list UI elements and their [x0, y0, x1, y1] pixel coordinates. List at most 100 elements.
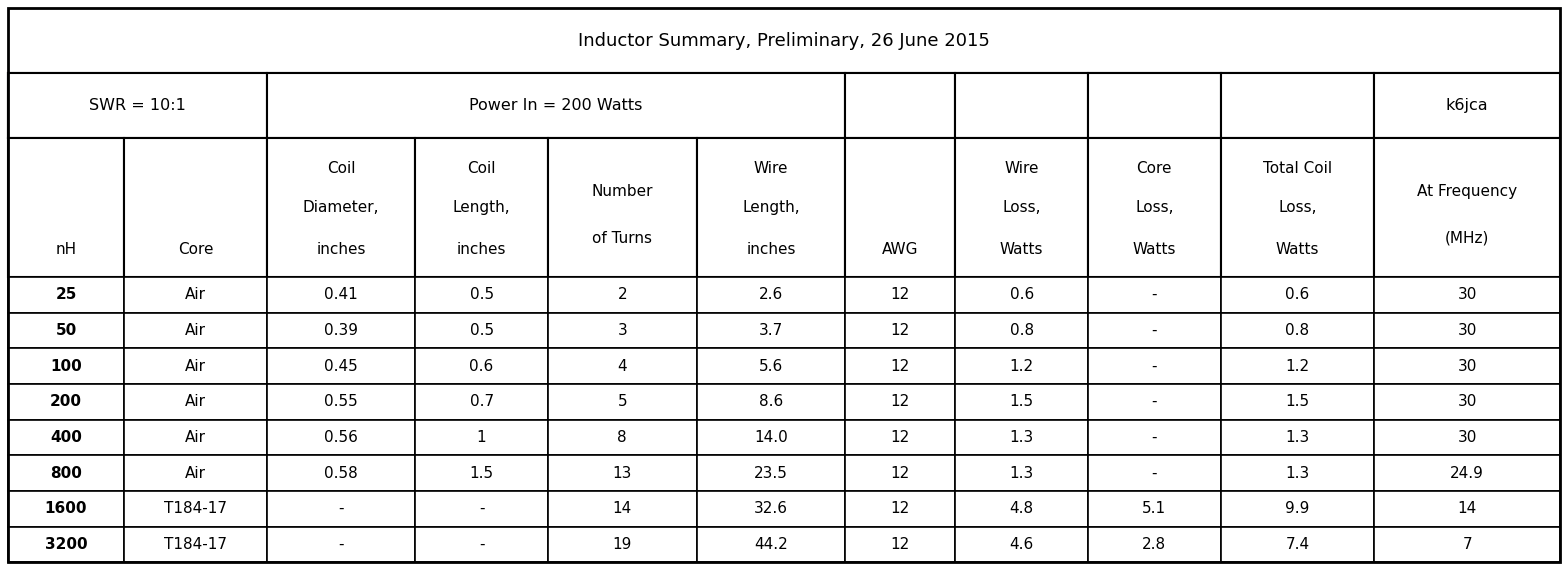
Bar [1374, 384, 1560, 419]
Bar [547, 277, 696, 312]
Bar [1374, 419, 1560, 455]
Text: Air: Air [185, 430, 205, 445]
Bar [1220, 455, 1374, 491]
Bar [1088, 527, 1220, 562]
Text: -: - [1151, 287, 1157, 302]
Bar [1220, 312, 1374, 348]
Bar [8, 348, 124, 384]
Text: 200: 200 [50, 394, 82, 409]
Text: 1.3: 1.3 [1286, 430, 1309, 445]
Text: 12: 12 [891, 359, 909, 373]
Bar [8, 277, 124, 312]
Text: 3: 3 [618, 323, 627, 338]
Text: 1.2: 1.2 [1010, 359, 1033, 373]
Bar [547, 348, 696, 384]
Text: Core: Core [177, 242, 213, 257]
Text: 1.5: 1.5 [1286, 394, 1309, 409]
Text: 25: 25 [55, 287, 77, 302]
Text: k6jca: k6jca [1446, 98, 1488, 114]
Text: 14.0: 14.0 [754, 430, 789, 445]
Text: 1: 1 [477, 430, 486, 445]
Text: Number: Number [591, 184, 652, 198]
Bar [955, 527, 1088, 562]
Text: 0.45: 0.45 [325, 359, 358, 373]
Bar [267, 491, 416, 527]
Text: 12: 12 [891, 537, 909, 552]
Bar [416, 527, 547, 562]
Bar [8, 419, 124, 455]
Text: Air: Air [185, 287, 205, 302]
Bar [1220, 138, 1374, 277]
Bar [124, 491, 267, 527]
Bar [1088, 277, 1220, 312]
Text: 0.6: 0.6 [1010, 287, 1033, 302]
Text: 0.58: 0.58 [325, 466, 358, 480]
Text: 30: 30 [1458, 287, 1477, 302]
Text: Loss,: Loss, [1135, 200, 1173, 215]
Text: Air: Air [185, 323, 205, 338]
Bar [8, 312, 124, 348]
Text: -: - [1151, 323, 1157, 338]
Text: Watts: Watts [1132, 242, 1176, 257]
Text: 0.56: 0.56 [325, 430, 358, 445]
Text: 1.5: 1.5 [1010, 394, 1033, 409]
Text: 44.2: 44.2 [754, 537, 789, 552]
Text: 14: 14 [1458, 501, 1477, 516]
Bar [124, 527, 267, 562]
Text: Loss,: Loss, [1278, 200, 1317, 215]
Bar [845, 312, 955, 348]
Bar [547, 491, 696, 527]
Bar [547, 527, 696, 562]
Bar [124, 138, 267, 277]
Bar [1374, 527, 1560, 562]
Text: -: - [1151, 430, 1157, 445]
Bar [547, 455, 696, 491]
Bar [267, 419, 416, 455]
Text: 50: 50 [55, 323, 77, 338]
Bar [8, 527, 124, 562]
Text: 0.6: 0.6 [1286, 287, 1309, 302]
Text: 3200: 3200 [45, 537, 88, 552]
Bar [267, 455, 416, 491]
Bar [696, 138, 845, 277]
Bar [955, 455, 1088, 491]
Bar [696, 348, 845, 384]
Text: inches: inches [317, 242, 365, 257]
Text: 30: 30 [1458, 359, 1477, 373]
Text: 7: 7 [1463, 537, 1472, 552]
Bar [696, 312, 845, 348]
Text: 2.8: 2.8 [1142, 537, 1167, 552]
Bar [8, 455, 124, 491]
Text: Air: Air [185, 359, 205, 373]
Bar [1088, 73, 1220, 138]
Text: 0.5: 0.5 [469, 323, 494, 338]
Bar [845, 419, 955, 455]
Text: 2: 2 [618, 287, 627, 302]
Bar [124, 455, 267, 491]
Bar [955, 419, 1088, 455]
Text: -: - [1151, 394, 1157, 409]
Text: 12: 12 [891, 430, 909, 445]
Bar [696, 455, 845, 491]
Bar [1220, 73, 1374, 138]
Bar [845, 277, 955, 312]
Text: 12: 12 [891, 323, 909, 338]
Text: Length,: Length, [453, 200, 511, 215]
Text: 9.9: 9.9 [1286, 501, 1309, 516]
Bar [416, 348, 547, 384]
Bar [1088, 419, 1220, 455]
Text: 12: 12 [891, 394, 909, 409]
Bar [955, 491, 1088, 527]
Bar [416, 138, 547, 277]
Text: 23.5: 23.5 [754, 466, 789, 480]
Bar [696, 491, 845, 527]
Bar [845, 73, 955, 138]
Text: 13: 13 [613, 466, 632, 480]
Text: Air: Air [185, 466, 205, 480]
Text: 0.8: 0.8 [1010, 323, 1033, 338]
Bar [124, 277, 267, 312]
Text: 12: 12 [891, 466, 909, 480]
Text: 1.5: 1.5 [469, 466, 494, 480]
Text: 100: 100 [50, 359, 82, 373]
Text: T184-17: T184-17 [165, 501, 227, 516]
